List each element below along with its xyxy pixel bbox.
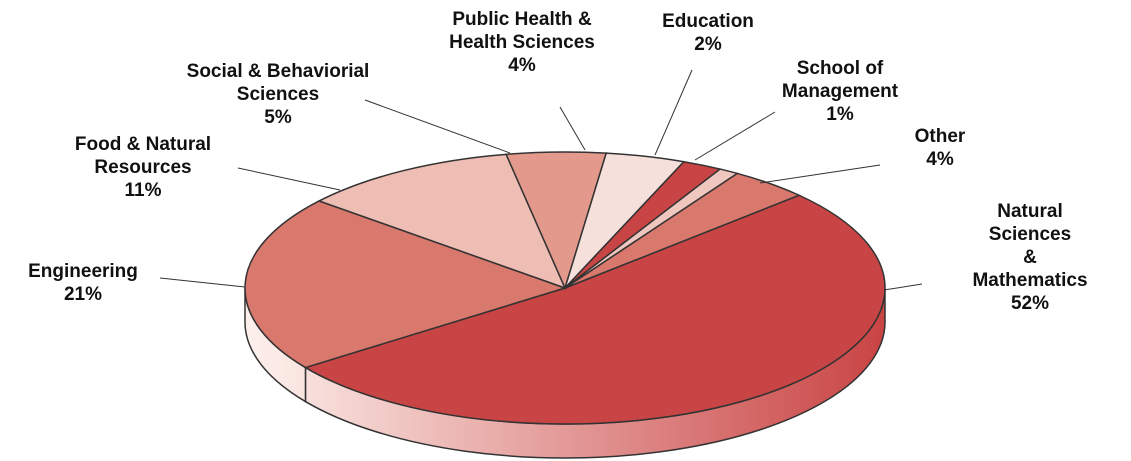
leader-line bbox=[237, 167, 341, 191]
value-label: 1% bbox=[826, 104, 854, 125]
category-label: Public Health & Health Sciences bbox=[449, 9, 595, 53]
pie-top bbox=[244, 151, 886, 425]
slice-label: Education 2% bbox=[662, 10, 754, 56]
category-label: Other bbox=[914, 126, 966, 147]
value-label: 5% bbox=[264, 107, 292, 128]
slice bbox=[303, 194, 886, 425]
value-label: 52% bbox=[1010, 293, 1050, 314]
leader-line bbox=[883, 283, 923, 291]
slice-label: Food & Natural Resources 11% bbox=[75, 133, 211, 202]
leader-line bbox=[559, 106, 586, 151]
category-label: School of Management bbox=[781, 58, 899, 102]
leader-line bbox=[654, 69, 693, 156]
slice-label: Natural Sciences & Mathematics 52% bbox=[972, 200, 1087, 315]
value-label: 2% bbox=[694, 34, 722, 55]
slice bbox=[564, 172, 801, 289]
leader-line bbox=[159, 277, 246, 288]
slice-label: Public Health & Health Sciences 4% bbox=[449, 8, 595, 77]
category-label: Social & Behaviorial Sciences bbox=[186, 61, 370, 105]
value-label: 21% bbox=[63, 284, 103, 305]
leader-lines bbox=[159, 69, 923, 291]
category-label: Engineering bbox=[28, 261, 138, 282]
slice bbox=[317, 153, 567, 290]
slice-label: Other 4% bbox=[915, 125, 966, 171]
slice-label: Engineering 21% bbox=[28, 260, 138, 306]
leader-line bbox=[364, 99, 511, 154]
category-label: Natural Sciences & Mathematics bbox=[972, 201, 1088, 291]
value-label: 11% bbox=[124, 180, 162, 201]
value-label: 4% bbox=[508, 55, 536, 76]
leader-line bbox=[694, 111, 776, 161]
slice bbox=[244, 200, 568, 369]
leader-line bbox=[759, 164, 881, 184]
category-label: Food & Natural Resources bbox=[74, 134, 212, 178]
value-label: 4% bbox=[926, 149, 954, 170]
slice-label: Social & Behaviorial Sciences 5% bbox=[187, 60, 370, 129]
slice-label: School of Management 1% bbox=[782, 57, 898, 126]
category-label: Education bbox=[662, 11, 754, 32]
